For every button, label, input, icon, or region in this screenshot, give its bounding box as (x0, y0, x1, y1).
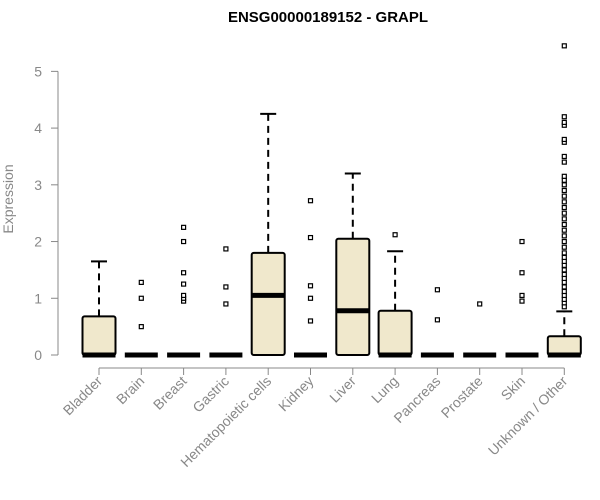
box (546, 335, 582, 356)
outlier-point (561, 216, 567, 222)
box-group (335, 172, 371, 356)
box-group (420, 287, 454, 358)
x-tick-label: Bladder (60, 373, 106, 419)
outlier-point (181, 270, 187, 276)
outlier-point (561, 193, 567, 199)
outlier-point (223, 301, 229, 307)
outlier-point (307, 234, 314, 241)
y-tick-label: 2 (34, 234, 42, 250)
outlier-point (561, 284, 567, 290)
y-tick-label: 4 (34, 120, 42, 136)
box-group (250, 112, 286, 357)
outlier-point (561, 43, 567, 49)
y-tick-label: 1 (34, 290, 42, 306)
x-tick-label: Breast (150, 373, 190, 413)
outlier-point (138, 279, 144, 285)
y-axis-label: Expression (0, 164, 16, 233)
outlier-point (181, 281, 187, 287)
y-tick-label: 5 (34, 63, 42, 79)
box-group (167, 224, 201, 358)
outlier-point (561, 187, 567, 194)
outlier-point (434, 287, 440, 293)
outlier-point (561, 136, 567, 143)
outlier-point (138, 324, 144, 330)
outlier-point (561, 159, 567, 165)
outlier-point (561, 254, 567, 261)
outlier-point (561, 227, 567, 233)
y-tick-label: 0 (34, 347, 42, 363)
x-tick-label: Pancreas (390, 373, 443, 426)
x-tick-label: Brain (113, 373, 147, 407)
outlier-point (561, 271, 567, 278)
x-tick-label: Unknown / Other (485, 373, 571, 459)
outlier-point (561, 250, 567, 256)
outlier-point (519, 298, 525, 304)
outlier-point (561, 244, 567, 250)
outlier-point (392, 232, 398, 238)
outlier-point (307, 318, 314, 324)
outlier-point (561, 173, 567, 179)
x-tick-label: Kidney (275, 373, 317, 415)
outlier-point (434, 317, 440, 323)
outlier-point (181, 238, 187, 245)
box-group (124, 279, 158, 358)
box-group (505, 238, 539, 358)
outlier-point (561, 288, 567, 295)
x-tick-label: Prostate (438, 373, 486, 421)
outlier-point (519, 238, 525, 245)
outlier-point (138, 295, 144, 301)
box-group (294, 198, 327, 358)
outlier-point (307, 295, 314, 301)
x-tick-label: Skin (498, 373, 529, 404)
outlier-point (561, 238, 567, 245)
boxes (81, 43, 582, 358)
outlier-point (561, 114, 567, 120)
outlier-point (477, 301, 483, 307)
outlier-point (561, 153, 567, 160)
chart-title: ENSG00000189152 - GRAPL (228, 9, 428, 26)
box (377, 309, 413, 356)
outlier-point (519, 270, 525, 276)
box (81, 315, 117, 356)
outlier-point (561, 210, 567, 216)
box (335, 237, 371, 356)
outlier-point (307, 283, 314, 289)
outlier-point (561, 204, 567, 211)
box-group (377, 232, 413, 358)
outlier-point (561, 267, 567, 273)
x-tick-label: Lung (368, 373, 401, 406)
box-group (81, 260, 117, 358)
outlier-point (223, 246, 229, 252)
outlier-point (561, 182, 567, 188)
outlier-point (561, 119, 567, 126)
box-group (546, 43, 582, 358)
x-tick-label: Liver (326, 373, 359, 406)
box (250, 251, 286, 357)
outlier-point (181, 292, 187, 299)
y-axis: 0 1 2 3 4 5 (34, 63, 59, 363)
y-tick-label: 3 (34, 177, 42, 193)
outlier-point (519, 292, 525, 299)
box-group (209, 246, 243, 358)
outlier-point (307, 198, 314, 204)
outlier-point (223, 284, 229, 290)
outlier-point (181, 224, 187, 230)
box-group (463, 301, 497, 358)
outlier-point (561, 233, 567, 239)
outlier-point (561, 221, 567, 228)
outlier-point (561, 199, 567, 205)
